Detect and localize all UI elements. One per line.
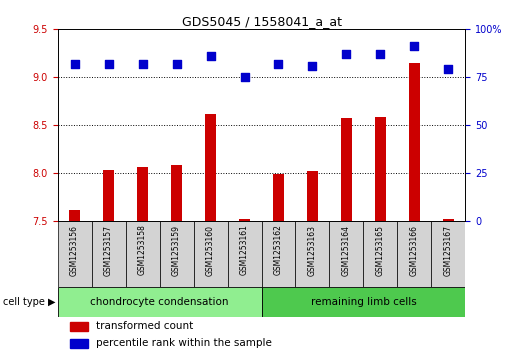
Point (70, 61, 78, 66)
FancyBboxPatch shape (160, 221, 194, 287)
Text: GSM1253160: GSM1253160 (206, 224, 215, 276)
Bar (103, 170, 115, 221)
FancyBboxPatch shape (363, 221, 397, 287)
Point (411, 44, 419, 49)
Text: GSM1253158: GSM1253158 (138, 224, 147, 276)
Text: GSM1253161: GSM1253161 (240, 224, 249, 276)
Bar (442, 219, 454, 221)
FancyBboxPatch shape (58, 221, 92, 287)
Text: GSM1253157: GSM1253157 (104, 224, 113, 276)
Text: GSM1253163: GSM1253163 (308, 224, 317, 276)
FancyBboxPatch shape (194, 221, 228, 287)
Text: cell type ▶: cell type ▶ (3, 297, 55, 307)
Bar (306, 171, 319, 221)
FancyBboxPatch shape (262, 287, 465, 317)
Text: transformed count: transformed count (96, 321, 194, 331)
FancyBboxPatch shape (58, 287, 262, 317)
Point (138, 61, 146, 66)
Bar (137, 167, 149, 221)
Point (377, 51, 385, 57)
Bar (70, 322, 88, 331)
Text: GSM1253164: GSM1253164 (342, 224, 351, 276)
Text: chondrocyte condensation: chondrocyte condensation (90, 297, 229, 307)
Bar (69, 210, 81, 221)
Text: GSM1253166: GSM1253166 (410, 224, 419, 276)
Text: GSM1253165: GSM1253165 (376, 224, 385, 276)
FancyBboxPatch shape (329, 221, 363, 287)
FancyBboxPatch shape (92, 221, 126, 287)
FancyBboxPatch shape (397, 221, 431, 287)
Bar (374, 118, 386, 221)
Point (309, 63, 317, 69)
Title: GDS5045 / 1558041_a_at: GDS5045 / 1558041_a_at (181, 15, 342, 28)
Bar (408, 63, 420, 221)
Point (343, 51, 351, 57)
Point (105, 61, 113, 66)
Bar (238, 219, 251, 221)
Point (173, 61, 181, 66)
FancyBboxPatch shape (295, 221, 329, 287)
Text: GSM1253156: GSM1253156 (70, 224, 79, 276)
FancyBboxPatch shape (431, 221, 465, 287)
Bar (340, 118, 353, 221)
Bar (204, 114, 217, 221)
Text: GSM1253159: GSM1253159 (172, 224, 181, 276)
FancyBboxPatch shape (228, 221, 262, 287)
Point (275, 61, 283, 66)
Point (206, 53, 215, 59)
Bar (70, 339, 88, 348)
FancyBboxPatch shape (126, 221, 160, 287)
FancyBboxPatch shape (262, 221, 295, 287)
Bar (272, 174, 285, 221)
Bar (170, 164, 183, 221)
Text: remaining limb cells: remaining limb cells (311, 297, 416, 307)
Point (241, 74, 249, 80)
Text: percentile rank within the sample: percentile rank within the sample (96, 338, 272, 348)
Text: GSM1253162: GSM1253162 (274, 224, 283, 276)
Text: GSM1253167: GSM1253167 (444, 224, 453, 276)
Point (445, 66, 453, 72)
